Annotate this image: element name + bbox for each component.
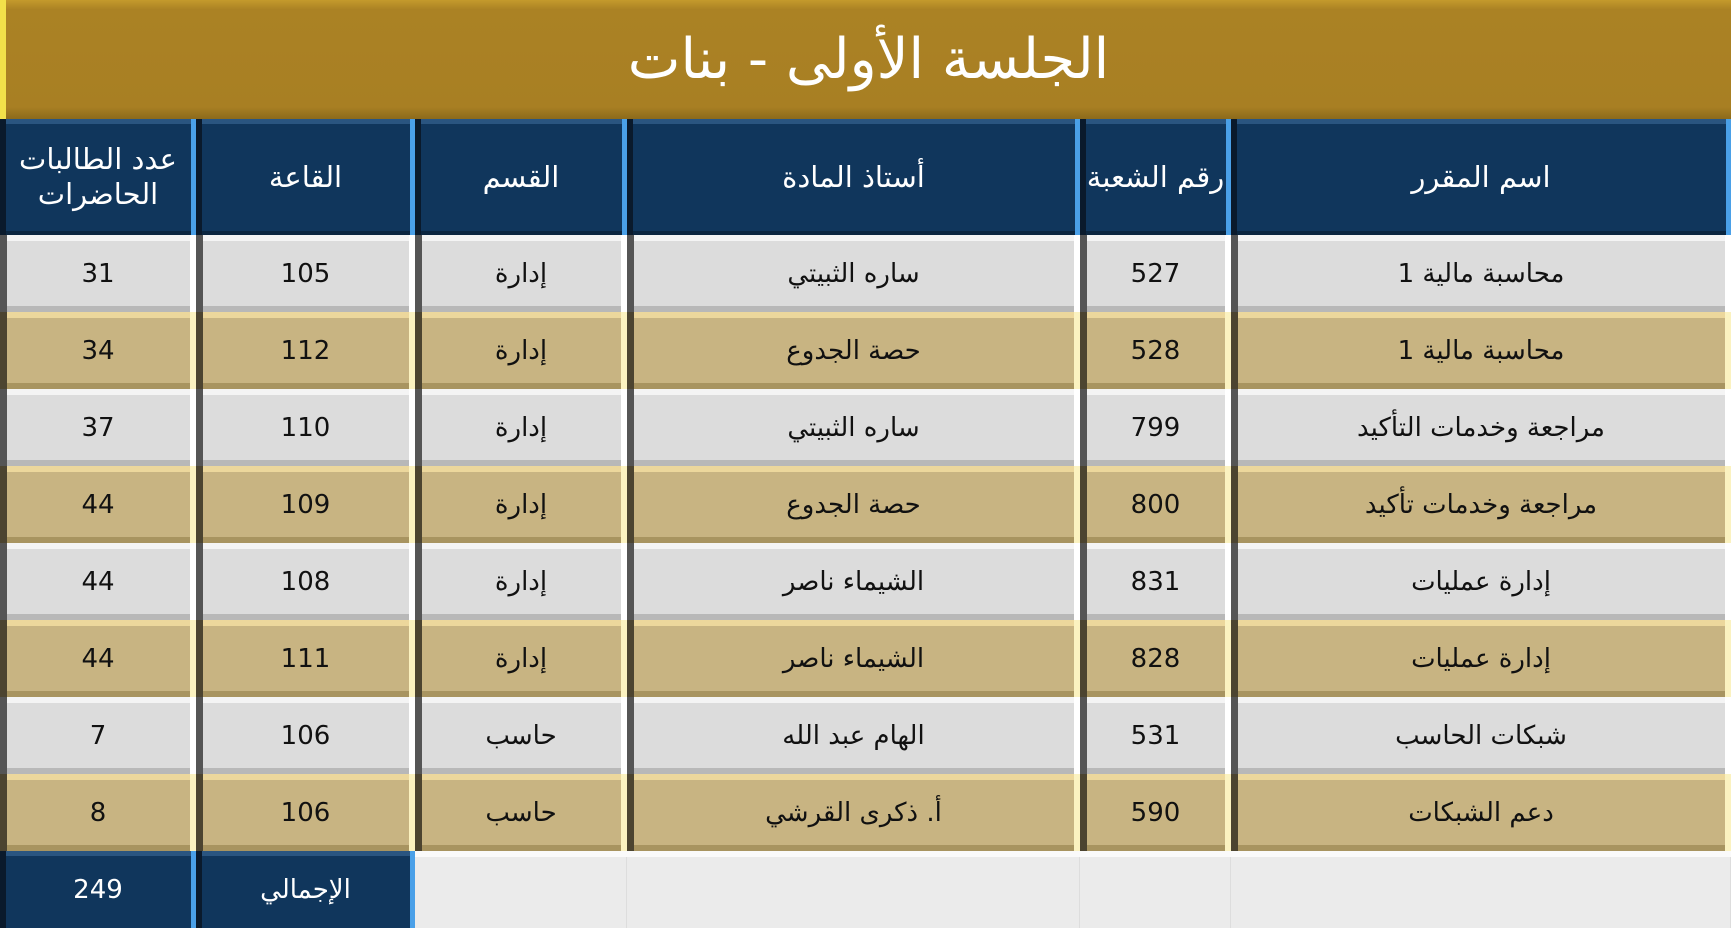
cell-attendance-count: 34 xyxy=(0,312,196,389)
cell-room: 106 xyxy=(196,697,415,774)
cell-department: إدارة xyxy=(415,620,627,697)
schedule-table: اسم المقرر رقم الشعبة أستاذ المادة القسم… xyxy=(0,119,1731,928)
cell-course-name: إدارة عمليات xyxy=(1231,620,1731,697)
table-row: إدارة عمليات 831 الشيماء ناصر إدارة 108 44 xyxy=(0,543,1731,620)
cell-section-number: 531 xyxy=(1080,697,1231,774)
header-room: القاعة xyxy=(196,119,415,235)
empty-cell xyxy=(415,851,627,928)
empty-cell xyxy=(627,851,1080,928)
cell-instructor: الهام عبد الله xyxy=(627,697,1080,774)
cell-room: 111 xyxy=(196,620,415,697)
cell-department: حاسب xyxy=(415,774,627,851)
cell-room: 105 xyxy=(196,235,415,312)
header-attendance-count: عدد الطالبات الحاضرات xyxy=(0,119,196,235)
cell-attendance-count: 31 xyxy=(0,235,196,312)
table-row: دعم الشبكات 590 أ. ذكرى القرشي حاسب 106 8 xyxy=(0,774,1731,851)
header-instructor: أستاذ المادة xyxy=(627,119,1080,235)
empty-cell xyxy=(1231,851,1731,928)
cell-section-number: 828 xyxy=(1080,620,1231,697)
cell-course-name: إدارة عمليات xyxy=(1231,543,1731,620)
cell-section-number: 800 xyxy=(1080,466,1231,543)
cell-attendance-count: 8 xyxy=(0,774,196,851)
total-label: الإجمالي xyxy=(196,851,415,928)
table-row: مراجعة وخدمات تأكيد 800 حصة الجدوع إدارة 109… xyxy=(0,466,1731,543)
cell-section-number: 590 xyxy=(1080,774,1231,851)
table-row: إدارة عمليات 828 الشيماء ناصر إدارة 111 44 xyxy=(0,620,1731,697)
header-course-name: اسم المقرر xyxy=(1231,119,1731,235)
cell-course-name: محاسبة مالية 1 xyxy=(1231,312,1731,389)
table-row: شبكات الحاسب 531 الهام عبد الله حاسب 106 7 xyxy=(0,697,1731,774)
cell-course-name: مراجعة وخدمات تأكيد xyxy=(1231,466,1731,543)
cell-room: 108 xyxy=(196,543,415,620)
cell-course-name: محاسبة مالية 1 xyxy=(1231,235,1731,312)
cell-department: إدارة xyxy=(415,543,627,620)
cell-instructor: أ. ذكرى القرشي xyxy=(627,774,1080,851)
cell-instructor: الشيماء ناصر xyxy=(627,620,1080,697)
total-value: 249 xyxy=(0,851,196,928)
cell-attendance-count: 44 xyxy=(0,620,196,697)
cell-room: 109 xyxy=(196,466,415,543)
empty-cell xyxy=(1080,851,1231,928)
cell-instructor: حصة الجدوع xyxy=(627,466,1080,543)
cell-section-number: 831 xyxy=(1080,543,1231,620)
cell-course-name: مراجعة وخدمات التأكيد xyxy=(1231,389,1731,466)
cell-room: 106 xyxy=(196,774,415,851)
cell-department: إدارة xyxy=(415,466,627,543)
header-department: القسم xyxy=(415,119,627,235)
cell-instructor: ساره الثبيتي xyxy=(627,235,1080,312)
cell-department: إدارة xyxy=(415,235,627,312)
cell-section-number: 799 xyxy=(1080,389,1231,466)
cell-attendance-count: 44 xyxy=(0,543,196,620)
cell-instructor: ساره الثبيتي xyxy=(627,389,1080,466)
cell-course-name: دعم الشبكات xyxy=(1231,774,1731,851)
cell-department: إدارة xyxy=(415,389,627,466)
table-row: محاسبة مالية 1 527 ساره الثبيتي إدارة 105 31 xyxy=(0,235,1731,312)
table-row: مراجعة وخدمات التأكيد 799 ساره الثبيتي إدار… xyxy=(0,389,1731,466)
table-row: محاسبة مالية 1 528 حصة الجدوع إدارة 112 34 xyxy=(0,312,1731,389)
cell-attendance-count: 7 xyxy=(0,697,196,774)
cell-department: حاسب xyxy=(415,697,627,774)
header-row: اسم المقرر رقم الشعبة أستاذ المادة القسم… xyxy=(0,119,1731,235)
cell-department: إدارة xyxy=(415,312,627,389)
cell-section-number: 527 xyxy=(1080,235,1231,312)
page-title: الجلسة الأولى - بنات xyxy=(0,0,1731,119)
cell-attendance-count: 37 xyxy=(0,389,196,466)
header-section-number: رقم الشعبة xyxy=(1080,119,1231,235)
cell-instructor: حصة الجدوع xyxy=(627,312,1080,389)
cell-attendance-count: 44 xyxy=(0,466,196,543)
total-row: الإجمالي 249 xyxy=(0,851,1731,928)
cell-room: 110 xyxy=(196,389,415,466)
cell-room: 112 xyxy=(196,312,415,389)
cell-section-number: 528 xyxy=(1080,312,1231,389)
cell-instructor: الشيماء ناصر xyxy=(627,543,1080,620)
cell-course-name: شبكات الحاسب xyxy=(1231,697,1731,774)
